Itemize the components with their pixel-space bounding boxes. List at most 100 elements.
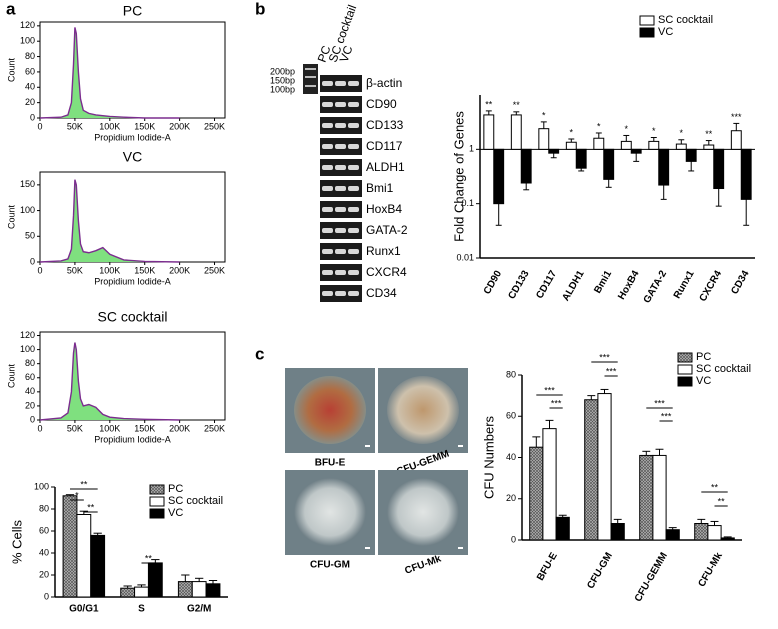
legend-label: SC cocktail: [658, 14, 713, 26]
bar: [510, 114, 522, 150]
bar: [648, 140, 660, 150]
bar: [575, 148, 587, 169]
bar: [548, 148, 560, 154]
bar: [720, 537, 735, 541]
area: [40, 342, 180, 420]
gel-band: [335, 291, 346, 296]
significance-label: **: [145, 553, 153, 563]
scale-bar: [365, 445, 370, 447]
gel-band: [335, 102, 346, 107]
chart-title: SC cocktail: [97, 309, 167, 325]
y-tick-label: 40: [39, 547, 49, 557]
legend-label: VC: [696, 375, 711, 387]
x-tick-label: Bmi1: [592, 268, 614, 295]
bar: [713, 148, 725, 190]
significance-label: *: [542, 110, 546, 120]
colony: [294, 376, 366, 444]
bar: [555, 516, 570, 541]
gene-label: CD34: [366, 286, 397, 300]
y-tick-label: 100: [34, 481, 49, 491]
panel-label: a: [6, 0, 16, 18]
plot-frame: [39, 21, 226, 119]
bar: [205, 583, 221, 598]
line: [39, 27, 180, 119]
bar: [593, 137, 605, 150]
significance-label: **: [80, 479, 88, 489]
y-tick-label: 60: [25, 372, 35, 382]
y-tick-label: 50: [25, 231, 35, 241]
significance-label: **: [513, 100, 521, 110]
x-tick-label: CFU-Mk: [696, 550, 725, 589]
plot-frame: [39, 171, 226, 263]
x-tick-label: 50K: [67, 121, 83, 131]
line: [39, 342, 180, 421]
gel-band: [322, 165, 333, 170]
bar: [675, 143, 687, 150]
bar: [603, 148, 615, 180]
colony: [387, 478, 459, 546]
significance-label: *: [75, 490, 79, 500]
significance-label: ***: [544, 385, 555, 395]
y-tick-label: 120: [20, 20, 35, 30]
y-axis-label: Count: [6, 58, 16, 83]
significance-label: ***: [661, 411, 672, 421]
y-tick-label: 0: [30, 256, 35, 266]
gel-band: [322, 249, 333, 254]
chart-title: VC: [123, 149, 142, 165]
x-tick-label: 250K: [204, 265, 225, 275]
marker-label: 100bp: [270, 84, 295, 94]
significance-label: ***: [731, 112, 742, 122]
bar: [120, 587, 136, 598]
bar: [134, 586, 149, 598]
bar: [493, 148, 505, 205]
legend-swatch: [677, 376, 693, 387]
significance-label: **: [711, 482, 719, 492]
legend-label: SC cocktail: [696, 363, 751, 375]
gel-band: [348, 249, 359, 254]
x-tick-label: Runx1: [672, 268, 697, 300]
x-tick-label: CFU-GM: [585, 551, 615, 591]
x-tick-label: 50K: [67, 265, 83, 275]
legend-label: PC: [696, 351, 711, 363]
y-tick-label: 100: [20, 36, 35, 46]
bar: [639, 454, 654, 541]
x-tick-label: ALDH1: [560, 268, 586, 303]
x-tick-label: G2/M: [187, 604, 211, 615]
bar: [652, 454, 667, 541]
significance-label: ***: [551, 398, 562, 408]
bar: [707, 525, 722, 541]
legend-swatch: [149, 496, 165, 507]
bar: [658, 148, 670, 186]
gel-band: [335, 207, 346, 212]
gel-band: [335, 144, 346, 149]
gel-band: [322, 291, 333, 296]
panel-label: b: [255, 0, 265, 18]
x-tick-label: CD34: [729, 268, 752, 296]
gene-label: Runx1: [366, 244, 401, 258]
significance-label: *: [625, 124, 629, 134]
bar: [694, 523, 709, 541]
bar: [685, 148, 697, 162]
gel-band: [348, 81, 359, 86]
x-tick-label: 50K: [67, 423, 83, 433]
x-tick-label: CD90: [482, 268, 505, 296]
y-tick-label: 60: [25, 66, 35, 76]
y-tick-label: 0.1: [461, 198, 474, 208]
bar: [177, 581, 193, 598]
gene-label: CD133: [366, 118, 404, 132]
x-tick-label: 250K: [204, 121, 225, 131]
y-tick-label: 100: [20, 205, 35, 215]
x-tick-label: CD133: [507, 268, 532, 301]
bar: [538, 128, 550, 150]
gene-label: Bmi1: [366, 181, 394, 195]
gel-band: [322, 81, 333, 86]
gel-band: [348, 207, 359, 212]
gene-label: HoxB4: [366, 202, 402, 216]
y-tick-label: 150: [20, 179, 35, 189]
gel-band: [335, 165, 346, 170]
x-tick-label: 0: [37, 423, 42, 433]
x-tick-label: GATA-2: [642, 268, 670, 305]
gene-label: GATA-2: [366, 223, 408, 237]
bar: [630, 148, 642, 154]
x-axis-label: Propidium Iodide-A: [94, 434, 171, 444]
